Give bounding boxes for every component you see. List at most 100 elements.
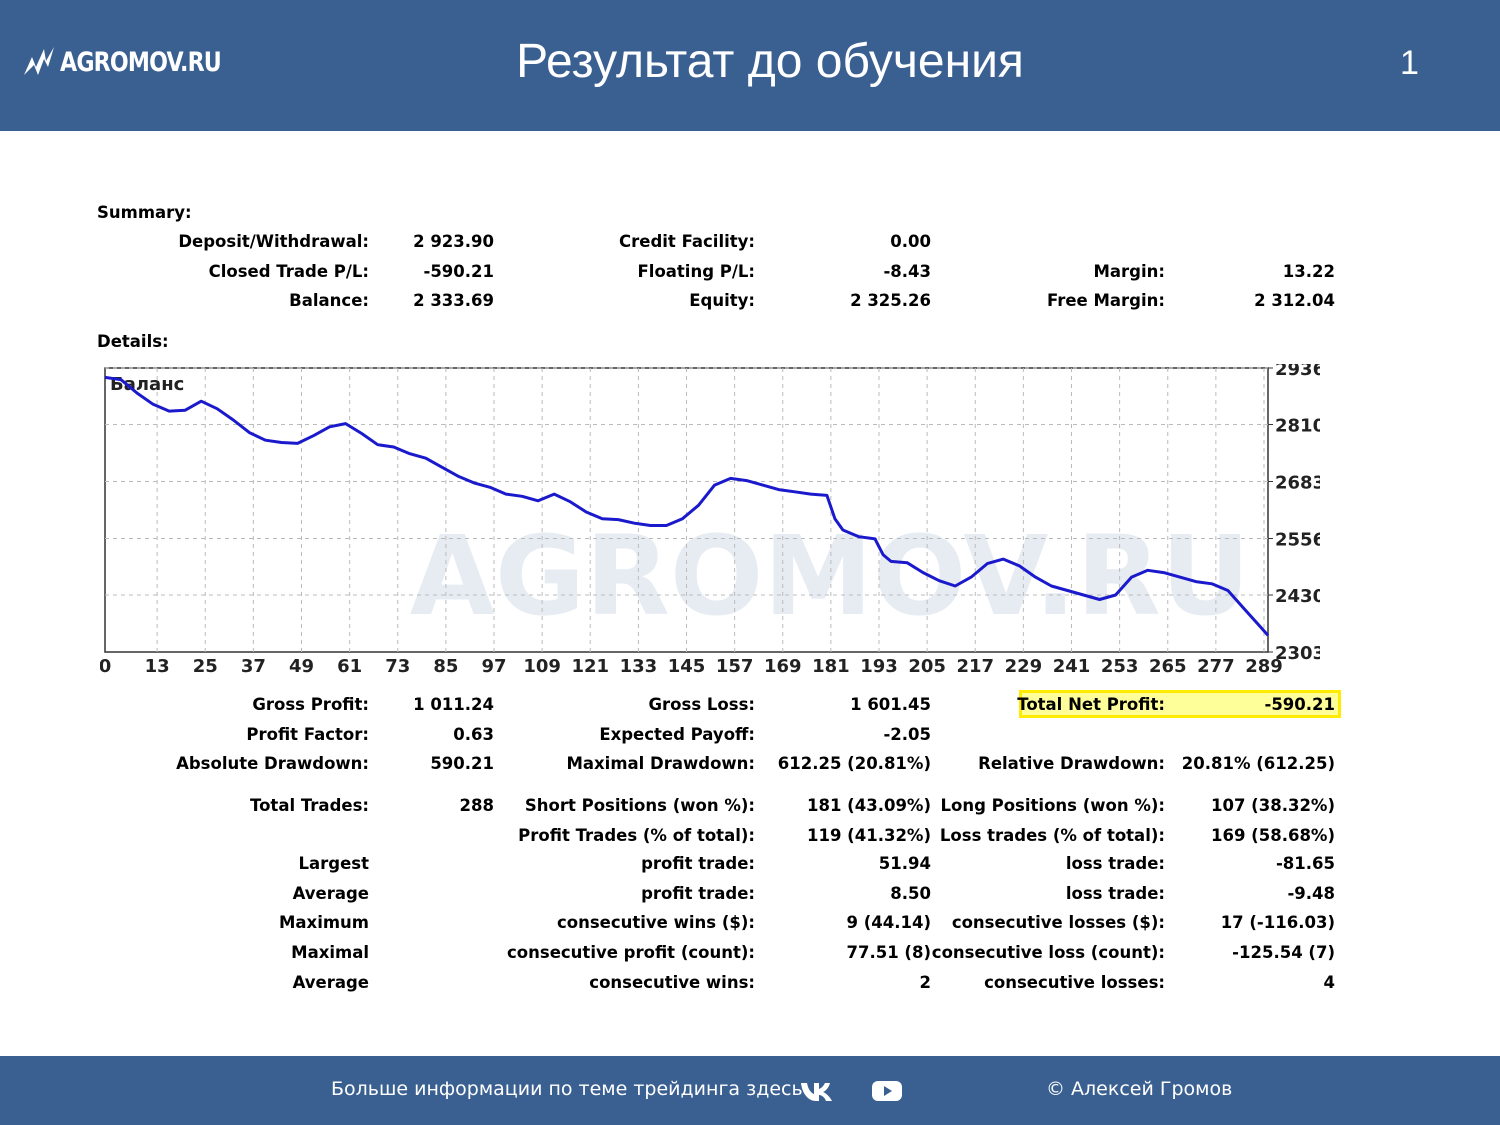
header-bar: AGROMOV.RU Результат до обучения 1 bbox=[0, 0, 1500, 131]
detail-value-8-v3: -125.54 (7) bbox=[1232, 943, 1335, 962]
youtube-icon[interactable] bbox=[872, 1080, 902, 1102]
lightning-logo-icon bbox=[24, 47, 54, 75]
detail-label-5-l3: loss trade: bbox=[1065, 854, 1165, 873]
detail-label-7-l1: Maximum bbox=[279, 913, 369, 932]
detail-label-6-l3: loss trade: bbox=[1065, 884, 1165, 903]
x-tick-label: 253 bbox=[1101, 656, 1139, 677]
detail-label-1-l2: Expected Payoff: bbox=[599, 725, 755, 744]
detail-value-2-v3: 20.81% (612.25) bbox=[1181, 754, 1335, 773]
detail-value-1-v2: -2.05 bbox=[883, 725, 931, 744]
detail-label-7-l3: consecutive losses ($): bbox=[951, 913, 1165, 932]
detail-label-9-l2: consecutive wins: bbox=[589, 973, 755, 992]
footer-info-link[interactable]: Больше информации по теме трейдинга здес… bbox=[331, 1078, 803, 1100]
detail-value-4-v2: 119 (41.32%) bbox=[807, 826, 931, 845]
detail-label-0-l2: Gross Loss: bbox=[648, 695, 756, 714]
y-tick-label: 2810 bbox=[1275, 416, 1320, 437]
summary-value-2-v1: 2 333.69 bbox=[413, 291, 494, 310]
detail-value-0-v3: -590.21 bbox=[1264, 695, 1335, 714]
x-tick-label: 181 bbox=[812, 656, 850, 677]
x-tick-label: 241 bbox=[1053, 656, 1091, 677]
detail-label-5-l2: profit trade: bbox=[641, 854, 755, 873]
detail-label-9-l3: consecutive losses: bbox=[984, 973, 1165, 992]
detail-label-3-l3: Long Positions (won %): bbox=[940, 796, 1165, 815]
detail-value-2-v1: 590.21 bbox=[430, 754, 494, 773]
x-tick-label: 265 bbox=[1149, 656, 1187, 677]
y-tick-label: 2430 bbox=[1275, 586, 1320, 607]
logo-text: AGROMOV.RU bbox=[60, 46, 222, 78]
summary-label-0-l2: Credit Facility: bbox=[619, 232, 755, 251]
x-tick-label: 157 bbox=[716, 656, 754, 677]
detail-value-4-v3: 169 (58.68%) bbox=[1211, 826, 1335, 845]
x-tick-label: 0 bbox=[100, 656, 111, 677]
summary-label-1-l1: Closed Trade P/L: bbox=[208, 262, 369, 281]
summary-value-2-v2: 2 325.26 bbox=[850, 291, 931, 310]
slide-number: 1 bbox=[1400, 44, 1419, 82]
summary-value-1-v2: -8.43 bbox=[883, 262, 931, 281]
detail-label-7-l2: consecutive wins ($): bbox=[556, 913, 755, 932]
detail-value-8-v2: 77.51 (8) bbox=[846, 943, 932, 962]
x-tick-label: 25 bbox=[193, 656, 218, 677]
detail-value-5-v3: -81.65 bbox=[1275, 854, 1335, 873]
x-tick-label: 85 bbox=[433, 656, 458, 677]
y-tick-label: 2556 bbox=[1275, 529, 1320, 550]
detail-label-4-l2: Profit Trades (% of total): bbox=[518, 826, 755, 845]
x-tick-label: 193 bbox=[860, 656, 898, 677]
x-tick-label: 49 bbox=[289, 656, 314, 677]
balance-chart: AGROMOV.RU 0 13 25 37 49 61 73 85 97 109 121 133 145 1… bbox=[99, 359, 1325, 690]
watermark-text: AGROMOV.RU bbox=[410, 512, 1250, 640]
detail-value-3-v2: 181 (43.09%) bbox=[807, 796, 931, 815]
x-tick-label: 73 bbox=[385, 656, 410, 677]
detail-label-3-l2: Short Positions (won %): bbox=[524, 796, 755, 815]
summary-label-1-l3: Margin: bbox=[1093, 262, 1165, 281]
x-tick-label: 169 bbox=[764, 656, 802, 677]
summary-label-2-l3: Free Margin: bbox=[1047, 291, 1165, 310]
summary-value-2-v3: 2 312.04 bbox=[1254, 291, 1335, 310]
detail-label-2-l1: Absolute Drawdown: bbox=[176, 754, 369, 773]
detail-label-9-l1: Average bbox=[292, 973, 369, 992]
detail-label-8-l3: consecutive loss (count): bbox=[931, 943, 1165, 962]
x-tick-label: 145 bbox=[668, 656, 706, 677]
x-tick-label: 13 bbox=[145, 656, 170, 677]
vk-icon[interactable] bbox=[800, 1080, 836, 1102]
summary-label-0-l1: Deposit/Withdrawal: bbox=[178, 232, 369, 251]
detail-label-6-l1: Average bbox=[292, 884, 369, 903]
summary-value-0-v1: 2 923.90 bbox=[413, 232, 494, 251]
detail-label-4-l3: Loss trades (% of total): bbox=[939, 826, 1165, 845]
y-tick-label: 2683 bbox=[1275, 473, 1320, 494]
details-label: Details: bbox=[97, 332, 169, 351]
y-tick-label: 2936 bbox=[1275, 364, 1320, 380]
summary-label-1-l2: Floating P/L: bbox=[637, 262, 755, 281]
detail-label-1-l1: Profit Factor: bbox=[246, 725, 369, 744]
page-title: Результат до обучения bbox=[516, 35, 1024, 88]
detail-value-3-v3: 107 (38.32%) bbox=[1211, 796, 1335, 815]
chart-title: Баланс bbox=[110, 374, 184, 395]
summary-label-2-l2: Equity: bbox=[689, 291, 755, 310]
balance-chart-svg: AGROMOV.RU 0 13 25 37 49 61 73 85 97 109 121 133 145 1… bbox=[99, 359, 1325, 677]
summary-label: Summary: bbox=[97, 203, 192, 222]
x-tick-label: 205 bbox=[908, 656, 946, 677]
detail-value-6-v3: -9.48 bbox=[1287, 884, 1335, 903]
detail-value-5-v2: 51.94 bbox=[878, 854, 931, 873]
detail-label-2-l3: Relative Drawdown: bbox=[978, 754, 1165, 773]
total-net-profit-highlight bbox=[1019, 690, 1341, 718]
detail-value-7-v3: 17 (-116.03) bbox=[1220, 913, 1335, 932]
detail-value-3-v1: 288 bbox=[459, 796, 494, 815]
summary-value-1-v3: 13.22 bbox=[1282, 262, 1335, 281]
x-tick-label: 217 bbox=[956, 656, 994, 677]
x-tick-label: 133 bbox=[620, 656, 658, 677]
balance-series-line bbox=[104, 375, 1270, 637]
footer-bar: Больше информации по теме трейдинга здес… bbox=[0, 1056, 1500, 1125]
detail-value-2-v2: 612.25 (20.81%) bbox=[777, 754, 931, 773]
site-logo[interactable]: AGROMOV.RU bbox=[22, 38, 256, 86]
detail-label-0-l1: Gross Profit: bbox=[252, 695, 369, 714]
detail-label-2-l2: Maximal Drawdown: bbox=[566, 754, 755, 773]
detail-value-9-v3: 4 bbox=[1323, 973, 1335, 992]
summary-value-0-v2: 0.00 bbox=[890, 232, 931, 251]
detail-label-0-l3: Total Net Profit: bbox=[1017, 695, 1165, 714]
x-tick-label: 37 bbox=[241, 656, 266, 677]
detail-value-0-v2: 1 601.45 bbox=[850, 695, 931, 714]
detail-value-0-v1: 1 011.24 bbox=[413, 695, 494, 714]
detail-value-1-v1: 0.63 bbox=[453, 725, 494, 744]
detail-value-7-v2: 9 (44.14) bbox=[846, 913, 932, 932]
